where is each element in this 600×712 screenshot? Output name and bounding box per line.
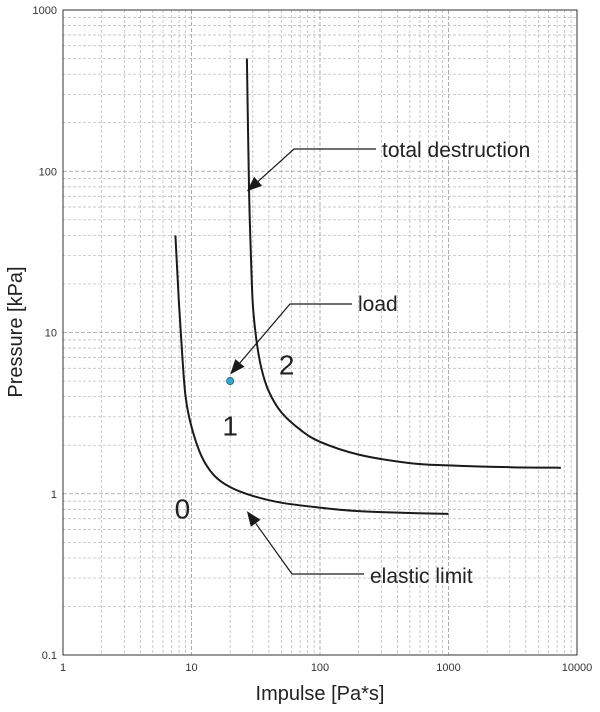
plot-frame [62,9,578,656]
annotations: total destruction load elastic limit 0 1 2 [175,139,531,588]
y-axis-label: Pressure [kPa] [5,266,27,397]
annotation-total-destruction-arrow [246,176,263,192]
annotation-total-destruction-leader [257,148,376,182]
y-tick-label: 0.1 [42,650,57,662]
x-tick-label: 100 [311,662,329,674]
y-tick-label: 1 [51,489,57,501]
grid [63,10,577,655]
annotation-load: load [358,293,398,316]
region-label-2: 2 [279,349,295,380]
y-tick-label: 10 [45,328,57,340]
region-label-1: 1 [222,410,238,441]
x-tick-label: 10 [185,662,197,674]
annotation-load-leader [239,303,352,364]
load-point [226,377,235,386]
curves [174,58,561,515]
curve-1 [245,58,561,469]
annotation-elastic-limit-arrow [246,511,261,527]
x-axis-label: Impulse [Pa*s] [256,683,385,705]
y-tick-label: 100 [39,166,57,178]
x-tick-label: 1000 [436,662,460,674]
x-tick-label: 10000 [562,662,593,674]
annotation-total-destruction: total destruction [382,139,530,162]
annotation-elastic-limit: elastic limit [370,565,473,588]
annotation-elastic-limit-leader [255,522,364,575]
region-label-0: 0 [175,494,191,525]
curve-0 [174,235,449,515]
x-tick-label: 1 [60,662,66,674]
annotation-load-arrow [230,359,245,375]
y-tick-label: 1000 [33,5,57,17]
